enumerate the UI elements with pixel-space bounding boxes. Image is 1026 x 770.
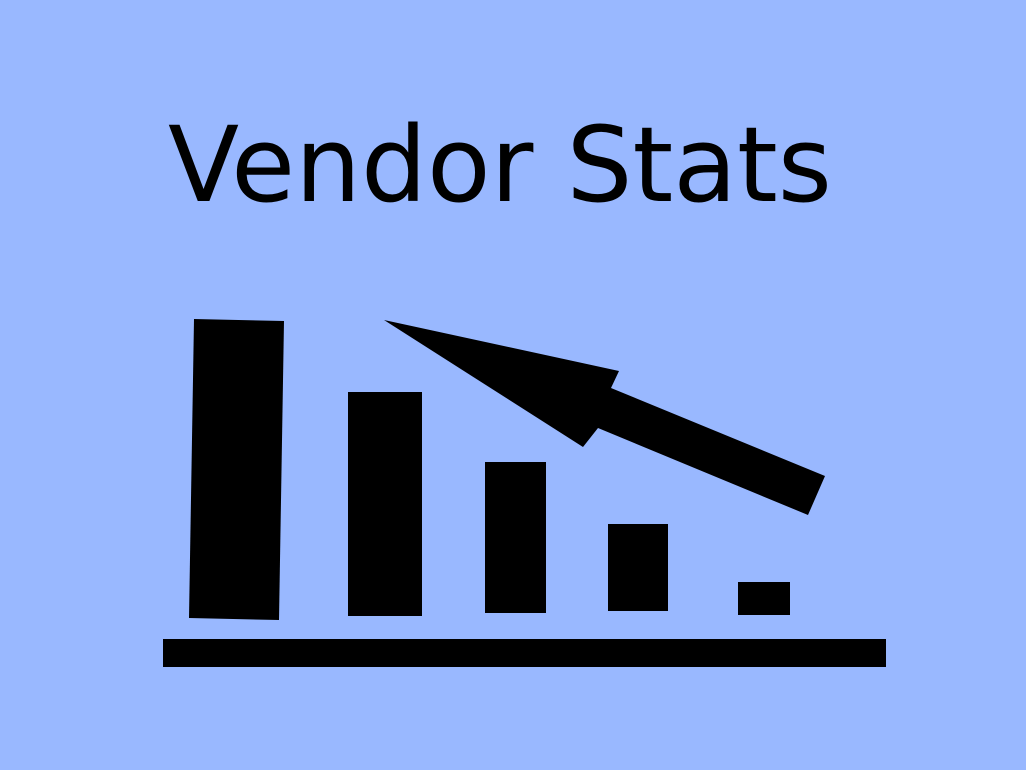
- icon-bar: [738, 582, 790, 615]
- icon-bar: [189, 319, 284, 620]
- icon-bar: [348, 392, 422, 616]
- icon-baseline: [163, 639, 886, 667]
- icon-arrow: [384, 320, 825, 515]
- slide-title: Vendor Stats: [168, 104, 832, 226]
- icon-bar: [485, 462, 546, 613]
- icon-bar: [608, 524, 668, 611]
